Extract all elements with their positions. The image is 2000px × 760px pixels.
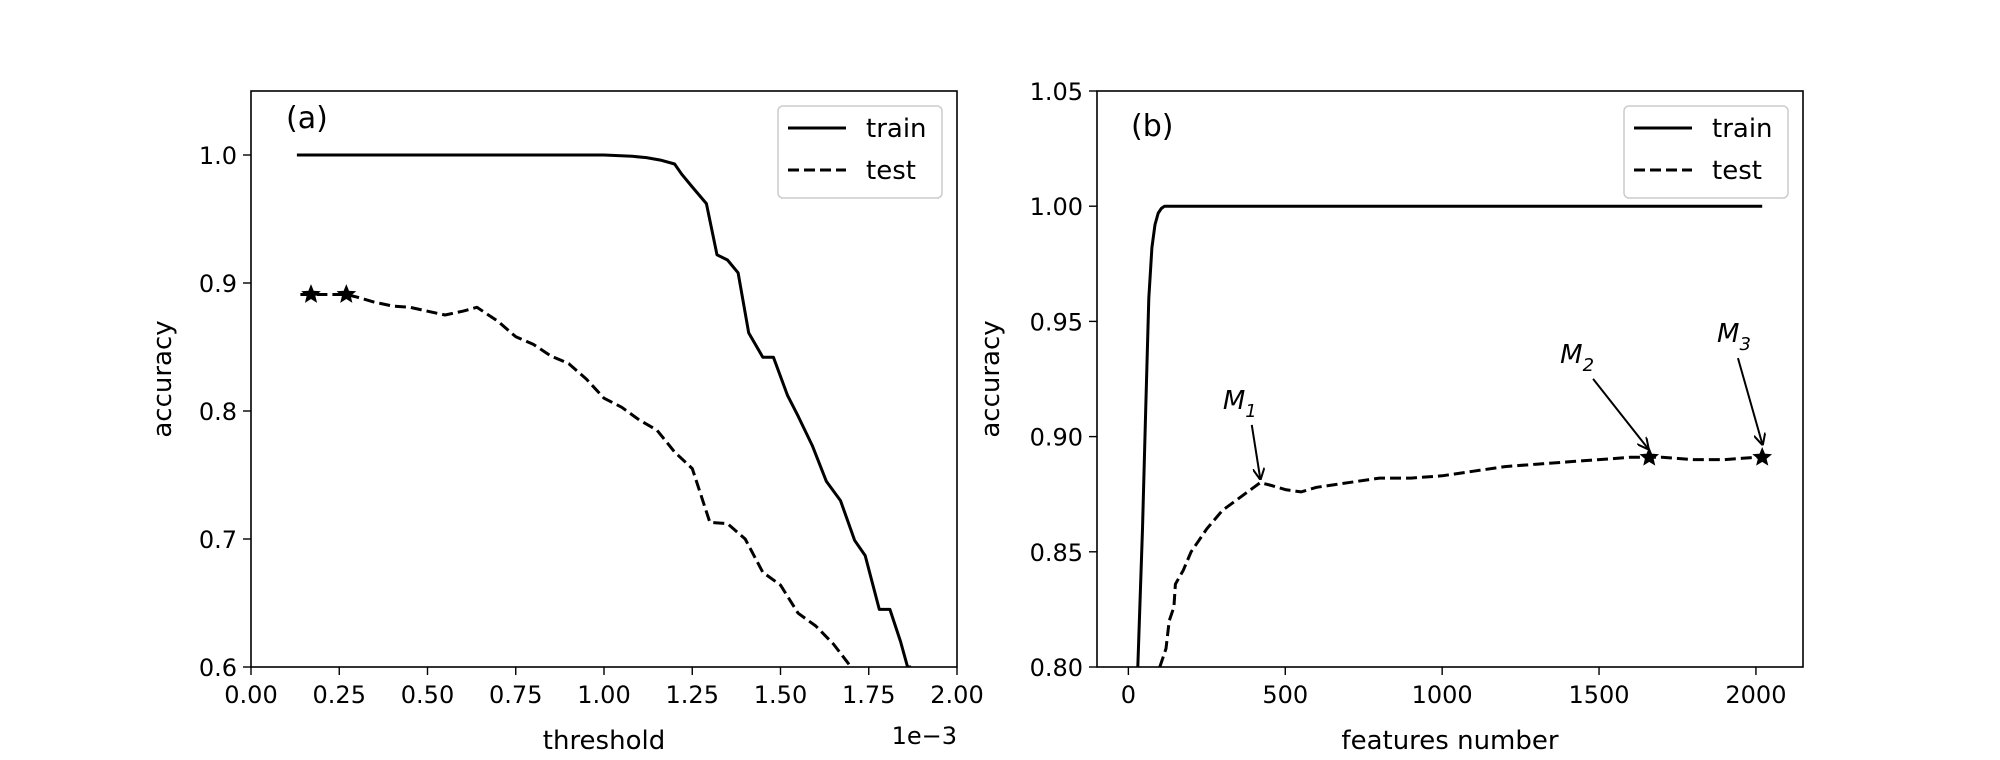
panel-b-star-marker xyxy=(1752,446,1773,466)
annotation-m2-arrow xyxy=(1592,378,1648,448)
panel-a-x-tick-label: 0.25 xyxy=(313,681,366,709)
panel-a-y-tick-label: 1.0 xyxy=(199,142,237,170)
panel-b-legend: train test xyxy=(1623,105,1789,199)
annotation-m3-arrow xyxy=(1737,357,1762,443)
panel-a-y-tick-label: 0.9 xyxy=(199,270,237,298)
annotation-m3-label: M3 xyxy=(1717,319,1751,355)
panel-a-series-test xyxy=(300,293,855,667)
panel-b-plot-area xyxy=(1136,204,1763,667)
panel-a-series xyxy=(296,153,912,667)
panel-a-x-tick-label: 0.00 xyxy=(224,681,277,709)
panel-b-xlabel: features number xyxy=(1341,726,1558,756)
panel-a-ylabel: accuracy xyxy=(148,320,178,437)
panel-b-y-tick-label: 0.90 xyxy=(1030,424,1083,452)
panel-b-x-tick-label: 1500 xyxy=(1569,681,1630,709)
panel-b-ylabel: accuracy xyxy=(976,320,1006,437)
panel-b-series-test xyxy=(1158,455,1763,667)
panel-a-x-tick-label: 1.50 xyxy=(754,681,807,709)
panel-b-x-tick-label: 1000 xyxy=(1412,681,1473,709)
panel-a-series-train xyxy=(296,153,912,667)
panel-a-x-tick-label: 1.25 xyxy=(666,681,719,709)
panel-a-legend-test-label: test xyxy=(866,156,916,186)
panel-b-y-tick-label: 0.85 xyxy=(1030,539,1083,567)
panel-b-x-tick-label: 0 xyxy=(1121,681,1136,709)
panel-a-star-marker xyxy=(301,284,321,303)
panel-b-x-tick-label: 500 xyxy=(1262,681,1308,709)
panel-a-plot-area xyxy=(296,153,912,667)
panel-b-y-tick-label: 1.00 xyxy=(1030,193,1083,221)
panel-a-x-tick-label: 1.00 xyxy=(577,681,630,709)
panel-a-ticks: 0.00 0.25 0.50 0.75 1.00 1.25 1.50 1.75 2.00 0.6 0… xyxy=(199,142,984,709)
panel-a-y-tick-label: 0.8 xyxy=(199,398,237,426)
panel-b-legend-train-label: train xyxy=(1712,114,1773,144)
annotation-m1-arrow xyxy=(1250,424,1260,478)
panel-b-y-tick-label: 1.05 xyxy=(1030,78,1083,106)
panel-b-star-marker xyxy=(1639,446,1660,466)
panel-b-axes-frame xyxy=(1096,90,1804,668)
panel-a-legend: train test xyxy=(777,105,943,199)
panel-a-y-tick-label: 0.6 xyxy=(199,654,237,682)
annotation-m1-label: M1 xyxy=(1223,386,1257,422)
panel-b-ticks: 0 500 1000 1500 2000 0.80 0.85 0.90 0.95 1.00 1.05 xyxy=(1030,78,1787,709)
panel-a-star-marker xyxy=(336,284,357,303)
panel-a-label: (a) xyxy=(286,101,328,136)
panel-a-y-tick-label: 0.7 xyxy=(199,526,237,554)
panel-b-legend-test-label: test xyxy=(1712,156,1762,186)
panel-b-label: (b) xyxy=(1131,109,1173,144)
panel-a-x-tick-label: 2.00 xyxy=(930,681,983,709)
panel-b-y-tick-label: 0.80 xyxy=(1030,654,1083,682)
panel-b-y-tick-label: 0.95 xyxy=(1030,308,1083,336)
panel-a-x-offset-text: 1e−3 xyxy=(892,722,957,750)
panel-b-series xyxy=(1136,204,1773,667)
panel-a-x-tick-label: 0.50 xyxy=(401,681,454,709)
panel-b-x-tick-label: 2000 xyxy=(1725,681,1786,709)
annotation-m2-label: M2 xyxy=(1560,340,1594,376)
panel-b-series-train xyxy=(1136,204,1763,667)
panel-a-xlabel: threshold xyxy=(543,726,665,756)
panel-a: 0.00 0.25 0.50 0.75 1.00 1.25 1.50 1.75 2.00 0.6 0… xyxy=(148,90,984,756)
panel-b-annotations: M1 M2 M3 xyxy=(1223,319,1762,478)
panel-a-x-tick-label: 1.75 xyxy=(842,681,895,709)
panel-a-legend-train-label: train xyxy=(866,114,927,144)
panel-b: 0 500 1000 1500 2000 0.80 0.85 0.90 0.95 1.00 1.05… xyxy=(976,78,1804,756)
panel-a-x-tick-label: 0.75 xyxy=(489,681,542,709)
